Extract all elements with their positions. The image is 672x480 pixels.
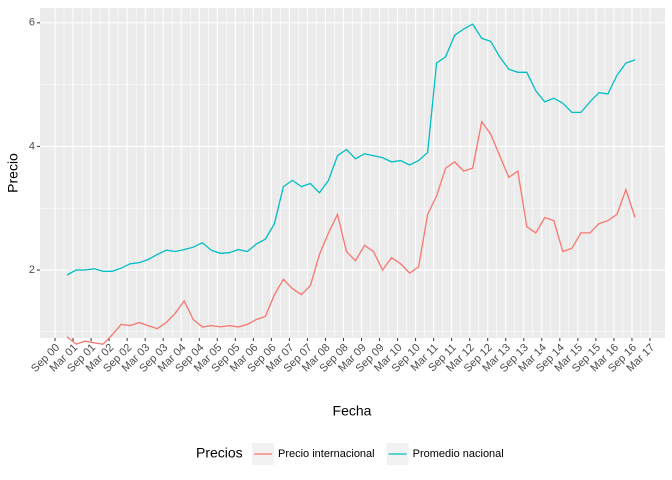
legend-label: Precio internacional [278, 448, 375, 460]
y-tick-label: 6 [29, 17, 35, 29]
legend-label: Promedio nacional [413, 448, 504, 460]
y-tick-label: 2 [29, 264, 35, 276]
series-line [66, 23, 636, 276]
y-axis-title: Precio [5, 153, 21, 193]
y-tick-label: 4 [29, 140, 35, 152]
legend-title: Precios [196, 445, 243, 461]
series-line [66, 120, 636, 345]
x-axis-title: Fecha [333, 403, 372, 419]
